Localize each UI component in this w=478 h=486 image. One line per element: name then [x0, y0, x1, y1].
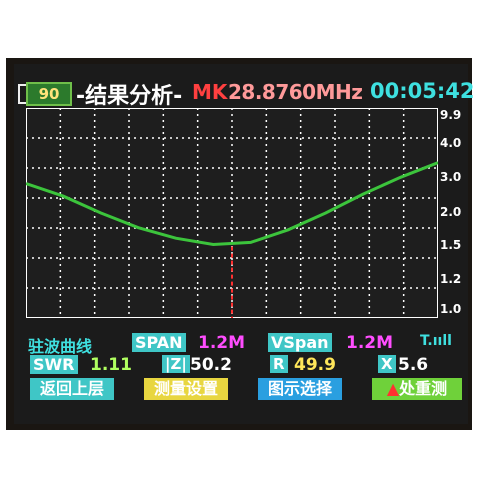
y-tick-label: 4.0 [440, 136, 462, 150]
vspan-value: 1.2M [346, 333, 394, 353]
resistance-label: R [270, 355, 288, 373]
plot-grid [26, 108, 438, 318]
back-button[interactable]: 返回上层 [30, 378, 114, 400]
impedance-label: |Z| [162, 355, 190, 373]
marker-label: MK [192, 80, 228, 104]
marker-frequency: 28.8760MHz [228, 80, 363, 104]
remeasure-label: 处重测 [399, 379, 448, 398]
swr-curve [26, 161, 438, 247]
remeasure-button[interactable]: ▲处重测 [372, 378, 462, 400]
y-tick-label: 1.0 [440, 302, 462, 316]
impedance-value: 50.2 [190, 355, 232, 375]
y-tick-label: 9.9 [440, 108, 462, 122]
span-value: 1.2M [198, 333, 246, 353]
y-tick-label: 1.5 [440, 238, 462, 252]
mode-label: 驻波曲线 [28, 337, 93, 356]
measure-settings-button[interactable]: 测量设置 [144, 378, 228, 400]
swr-plot [26, 108, 438, 318]
swr-label: SWR [30, 355, 78, 374]
y-tick-label: 3.0 [440, 170, 462, 184]
battery-badge: 90 [26, 82, 72, 106]
reactance-value: 5.6 [398, 355, 429, 375]
swr-value: 1.11 [90, 355, 132, 375]
warning-icon: ▲ [386, 379, 400, 398]
signal-icon: T.ııll [420, 333, 452, 349]
top-left-bracket [18, 84, 26, 104]
span-label[interactable]: SPAN [132, 333, 186, 352]
page-title: -结果分析- [76, 84, 183, 109]
y-tick-label: 2.0 [440, 205, 462, 219]
reactance-label: X [378, 355, 396, 373]
elapsed-clock: 00:05:42 [370, 79, 475, 103]
chart-select-button[interactable]: 图示选择 [258, 378, 342, 400]
resistance-value: 49.9 [294, 355, 336, 375]
vspan-label[interactable]: VSpan [268, 333, 332, 352]
y-tick-label: 1.2 [440, 272, 462, 286]
